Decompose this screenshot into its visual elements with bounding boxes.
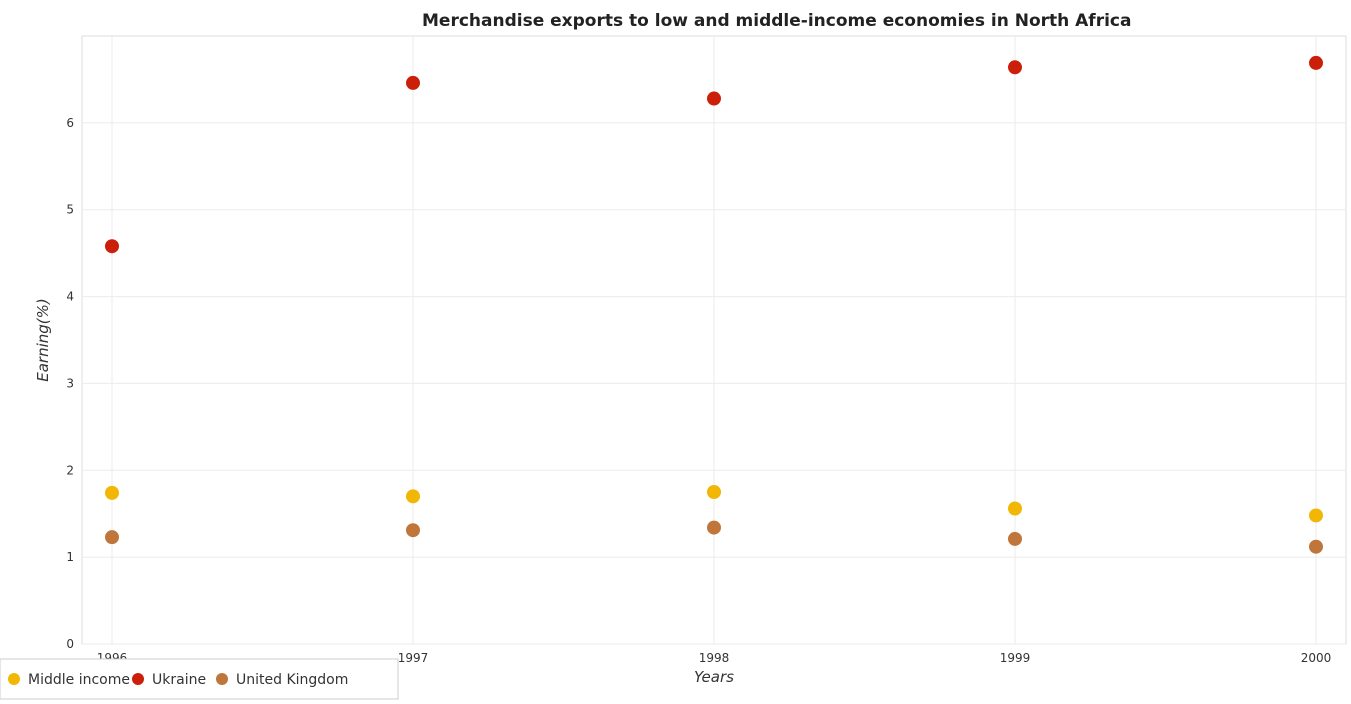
legend-box [0,658,399,700]
legend-marker [8,673,20,685]
point-middle-income [707,485,721,499]
x-tick-label: 1998 [699,651,730,665]
chart-title: Merchandise exports to low and middle-in… [422,11,1131,31]
y-tick-label: 3 [66,376,74,390]
legend-marker [216,673,228,685]
y-tick-label: 1 [66,550,74,564]
y-tick-label: 6 [66,116,74,130]
point-middle-income [1309,508,1323,523]
legend: Middle income Ukraine United Kingdom [0,658,399,700]
point-united-kingdom [105,530,119,545]
x-tick-label: 1997 [398,651,429,665]
x-tick-label: 1999 [1000,651,1031,665]
point-middle-income [406,489,420,504]
x-tick-label: 2000 [1301,651,1332,665]
point-ukraine [1309,55,1323,70]
gridlines [82,36,1346,645]
point-united-kingdom [1008,531,1022,546]
y-axis-ticks: 0 1 2 3 4 5 6 [66,116,74,651]
point-middle-income [1008,501,1022,516]
legend-label: Middle income [28,672,130,688]
point-ukraine [406,75,420,90]
y-axis-label: Earning(%) [34,298,52,382]
legend-label: United Kingdom [236,672,348,688]
y-tick-label: 2 [66,463,74,477]
point-united-kingdom [406,523,420,538]
y-tick-label: 0 [66,637,74,651]
point-middle-income [105,485,119,500]
x-axis-label: Years [694,668,734,686]
y-tick-label: 4 [66,290,74,304]
y-tick-label: 5 [66,203,74,217]
point-united-kingdom [1309,539,1323,554]
point-united-kingdom [707,520,721,535]
point-ukraine [105,239,119,254]
point-ukraine [1008,60,1022,75]
data-points [105,55,1323,554]
legend-marker [132,673,144,685]
legend-label: Ukraine [152,672,206,688]
point-ukraine [707,91,721,106]
